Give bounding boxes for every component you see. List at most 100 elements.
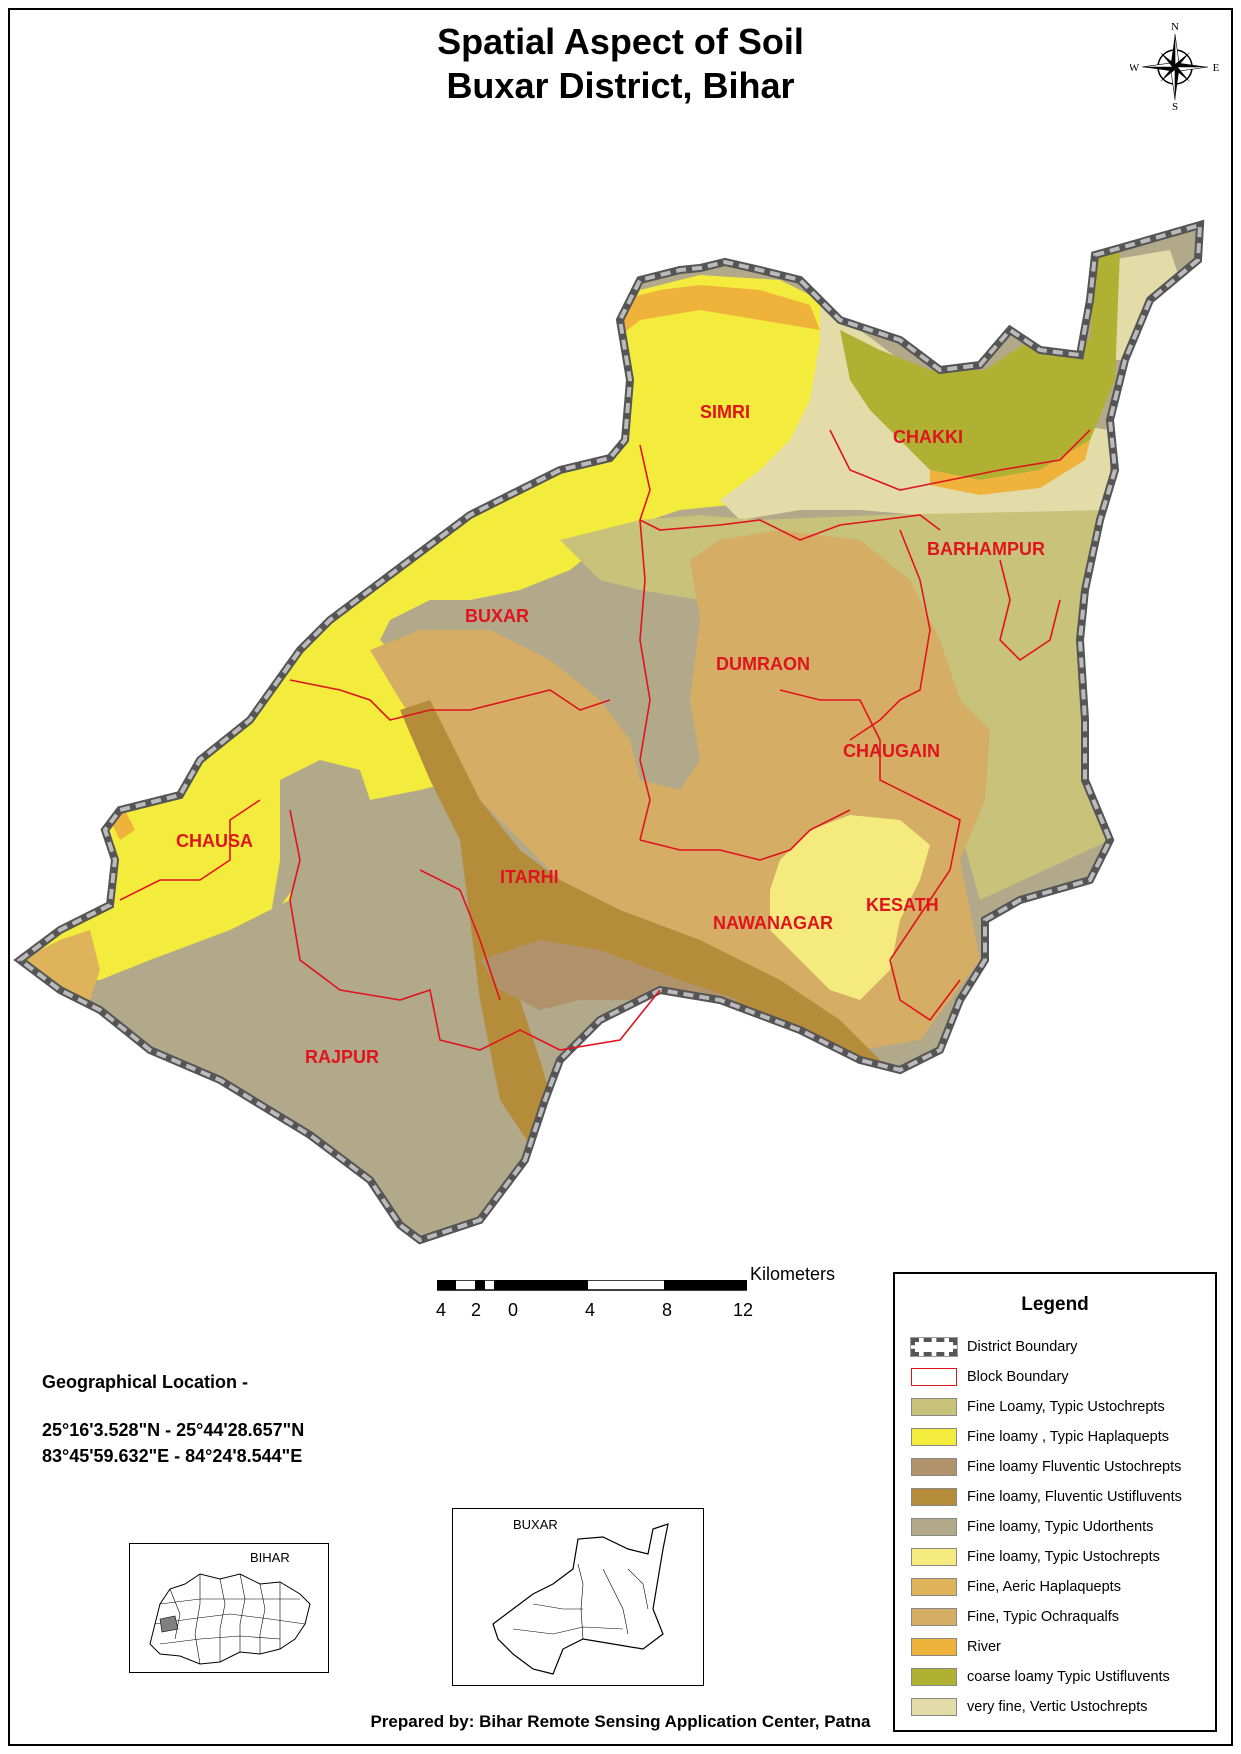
block-boundary-chaugain [779, 689, 961, 961]
block-boundary-itarhi-west [419, 869, 501, 1001]
soil-coarse-ustifluvents [840, 250, 1120, 480]
legend-item: Fine loamy, Fluventic Ustifluvents [911, 1486, 1182, 1508]
legend-label: River [967, 1639, 1001, 1655]
legend-item: District Boundary [910, 1336, 1078, 1358]
block-boundary-barhampur [999, 559, 1061, 662]
legend-swatch [911, 1488, 957, 1506]
legend-item: Fine loamy, Typic Ustochrepts [911, 1546, 1160, 1568]
legend-item: Fine loamy Fluventic Ustochrepts [911, 1456, 1181, 1478]
legend-swatch [911, 1608, 957, 1626]
legend-label: Fine loamy, Fluventic Ustifluvents [967, 1489, 1182, 1505]
block-boundary-dumraon-east [849, 529, 931, 741]
legend-swatch [911, 1458, 957, 1476]
geo-heading: Geographical Location - [42, 1372, 249, 1392]
geo-longitude: 83°45'59.632"E - 84°24'8.544"E [42, 1446, 303, 1466]
legend-swatch [911, 1698, 957, 1716]
legend-swatch [911, 1428, 957, 1446]
block-label-simri: SIMRI [700, 402, 750, 422]
scale-tick-2: 2 [470, 1300, 482, 1320]
block-boundaries [119, 429, 1091, 1051]
legend-swatch [911, 1398, 957, 1416]
map-title: Spatial Aspect of Soil Buxar District, B… [0, 20, 1241, 108]
legend-box: Legend District Boundary Block Boundary Fi… [893, 1272, 1217, 1732]
legend-item: Block Boundary [911, 1366, 1069, 1388]
legend-label: Fine loamy, Typic Ustochrepts [967, 1549, 1160, 1565]
inset-bihar: BIHAR [129, 1543, 329, 1673]
legend-item: River [911, 1636, 1001, 1658]
legend-swatch [911, 1638, 957, 1656]
block-label-itarhi: ITARHI [500, 867, 559, 887]
inset-buxar-label: BUXAR [513, 1517, 558, 1532]
legend-label: Block Boundary [967, 1369, 1069, 1385]
legend-item: Fine Loamy, Typic Ustochrepts [911, 1396, 1165, 1418]
inset-bihar-map [149, 1573, 311, 1665]
block-label-buxar: BUXAR [465, 606, 529, 626]
block-boundary-chakki [829, 429, 1091, 491]
legend-label: Fine loamy, Typic Udorthents [967, 1519, 1154, 1535]
title-line-1: Spatial Aspect of Soil [437, 21, 804, 62]
legend-swatch [911, 1368, 957, 1386]
block-boundary-rajpur-north [289, 809, 661, 1051]
legend-label: very fine, Vertic Ustochrepts [967, 1699, 1148, 1715]
inset-buxar: BUXAR [452, 1508, 704, 1686]
block-boundary-simri-south [639, 444, 941, 541]
legend-item: Fine loamy , Typic Haplaquepts [911, 1426, 1169, 1448]
legend-swatch [911, 1518, 957, 1536]
block-boundary-buxar-east [639, 519, 651, 841]
scale-tick-0: 0 [507, 1300, 519, 1320]
block-boundary-buxar-south [289, 679, 611, 721]
legend-label: Fine Loamy, Typic Ustochrepts [967, 1399, 1165, 1415]
legend-swatch [911, 1548, 957, 1566]
scale-bar [437, 1280, 747, 1291]
inset-bihar-buxar-highlight [159, 1615, 179, 1633]
legend-label: Fine, Aeric Haplaquepts [967, 1579, 1121, 1595]
soil-typic-haplaquepts [20, 275, 830, 980]
block-label-rajpur: RAJPUR [305, 1047, 379, 1067]
legend-swatch [910, 1337, 958, 1357]
block-label-chakki: CHAKKI [893, 427, 963, 447]
scale-tick-12: 12 [732, 1300, 754, 1320]
inset-buxar-map [492, 1523, 669, 1675]
legend-item: Fine, Typic Ochraqualfs [911, 1606, 1119, 1628]
legend-label: District Boundary [967, 1339, 1078, 1355]
block-label-chaugain: CHAUGAIN [843, 741, 940, 761]
footer-credit: Prepared by: Bihar Remote Sensing Applic… [370, 1712, 871, 1731]
compass-s: S [1172, 101, 1178, 110]
legend-label: coarse loamy Typic Ustifluvents [967, 1669, 1170, 1685]
legend-item: Fine loamy, Typic Udorthents [911, 1516, 1153, 1538]
block-label-barhampur: BARHAMPUR [927, 539, 1045, 559]
compass-w: W [1130, 62, 1140, 74]
soil-pale-typic-ustochrepts [770, 815, 930, 1000]
block-label-dumraon: DUMRAON [716, 654, 810, 674]
legend-label: Fine, Typic Ochraqualfs [967, 1609, 1120, 1625]
legend-item: very fine, Vertic Ustochrepts [911, 1696, 1148, 1718]
block-boundary-chausa [119, 799, 261, 901]
legend-label: Fine loamy , Typic Haplaquepts [967, 1429, 1170, 1445]
legend-item: Fine, Aeric Haplaquepts [911, 1576, 1121, 1598]
inset-bihar-label: BIHAR [250, 1550, 290, 1565]
scale-tick-4: 4 [584, 1300, 596, 1320]
block-label-kesath: KESATH [866, 895, 939, 915]
compass-n: N [1171, 21, 1179, 33]
block-labels: SIMRI CHAKKI BARHAMPUR BUXAR DUMRAON CHA… [176, 402, 1045, 1067]
block-boundary-nawanagar-north [639, 809, 851, 861]
block-label-nawanagar: NAWANAGAR [713, 913, 833, 933]
scale-tick-4-left: 4 [435, 1300, 447, 1320]
block-boundary-kesath [889, 959, 961, 1022]
scale-unit: Kilometers [750, 1264, 836, 1284]
soil-fluventic-ustifluvents [400, 700, 880, 1160]
legend-swatch [911, 1578, 957, 1596]
soil-river-chakki [930, 440, 1090, 495]
geo-latitude: 25°16'3.528"N - 25°44'28.657"N [42, 1420, 305, 1440]
compass-e: E [1213, 62, 1220, 74]
legend-label: Fine loamy Fluventic Ustochrepts [967, 1459, 1182, 1475]
legend-title: Legend [1021, 1294, 1089, 1315]
compass-rose-icon: N S W E [1130, 21, 1220, 110]
legend-swatch [911, 1668, 957, 1686]
legend-item: coarse loamy Typic Ustifluvents [911, 1666, 1170, 1688]
map-frame [8, 8, 1233, 1746]
title-line-2: Buxar District, Bihar [446, 65, 795, 106]
scale-tick-8: 8 [661, 1300, 673, 1320]
soil-river-north [615, 285, 820, 340]
